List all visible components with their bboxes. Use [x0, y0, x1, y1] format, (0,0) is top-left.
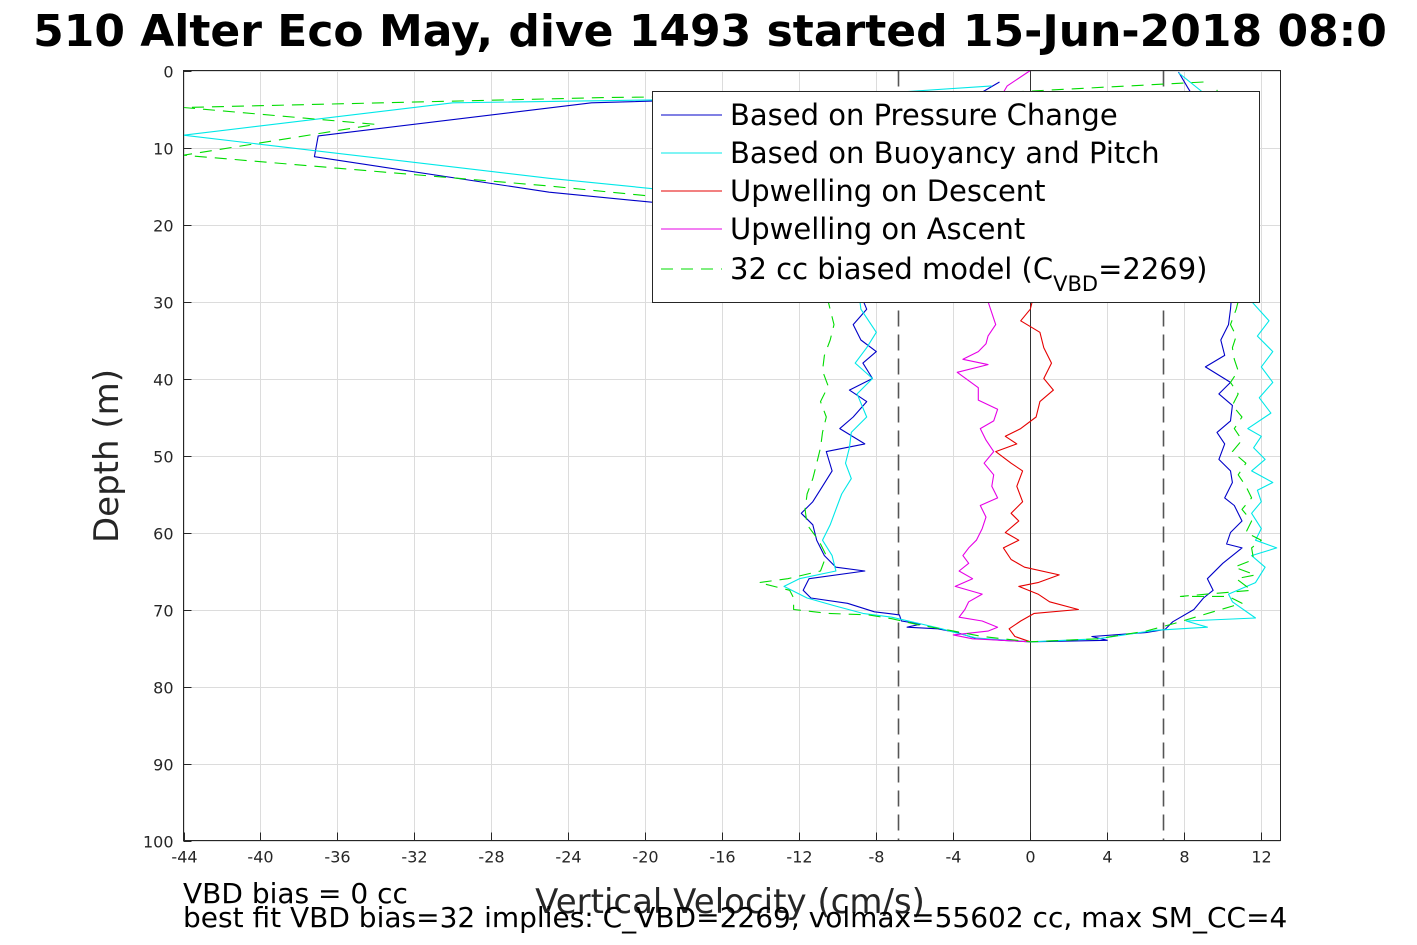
y-tick-label: 100 — [143, 833, 174, 852]
y-tick-label: 90 — [153, 756, 173, 775]
y-axis-label: Depth (m) — [87, 369, 127, 543]
series-line-up_descent — [995, 262, 1079, 643]
y-tick-label: 10 — [153, 140, 173, 159]
chart-title: 510 Alter Eco May, dive 1493 started 15-… — [33, 6, 1387, 57]
y-tick-label: 0 — [163, 63, 173, 82]
x-tick-label: -4 — [946, 848, 962, 867]
legend-box — [652, 91, 1260, 303]
x-tick-label: -44 — [171, 848, 197, 867]
x-tick-label: -8 — [869, 848, 885, 867]
footnote-best-fit: best fit VBD bias=32 implies: C_VBD=2269… — [183, 901, 1287, 934]
x-axis-label: Vertical Velocity (cm/s) — [535, 882, 925, 922]
x-tick-label: 0 — [1025, 848, 1035, 867]
y-tick-label: 20 — [153, 217, 173, 236]
x-tick-label: -36 — [324, 848, 350, 867]
legend-label-buoyancy: Based on Buoyancy and Pitch — [730, 136, 1160, 170]
legend-label-model: 32 cc biased model (CVBD=2269) — [730, 252, 1208, 296]
legend-label-model-tail: =2269) — [1098, 252, 1207, 286]
y-tick-label: 50 — [153, 448, 173, 467]
x-tick-label: -24 — [555, 848, 581, 867]
legend-label-model-main: 32 cc biased model (C — [730, 252, 1053, 286]
legend-label-model-subscript: VBD — [1053, 272, 1098, 296]
series-line-up_ascent — [952, 70, 1031, 643]
y-tick-label: 80 — [153, 679, 173, 698]
x-tick-label: -40 — [247, 848, 273, 867]
x-tick-label: -28 — [478, 848, 504, 867]
x-tick-label: -20 — [632, 848, 658, 867]
legend: Based on Pressure Change Based on Buoyan… — [652, 91, 1260, 303]
footnote-vbd-bias: VBD bias = 0 cc — [183, 877, 408, 910]
x-tick-label: 8 — [1179, 848, 1189, 867]
y-tick-label: 60 — [153, 525, 173, 544]
y-tick-label: 70 — [153, 602, 173, 621]
x-tick-label: -12 — [786, 848, 812, 867]
plot-area-frame — [183, 70, 1281, 841]
legend-label-upwelling-descent: Upwelling on Descent — [730, 174, 1046, 208]
legend-label-upwelling-ascent: Upwelling on Ascent — [730, 212, 1025, 246]
y-tick-label: 40 — [153, 371, 173, 390]
data-series — [182, 70, 1278, 643]
legend-label-pressure: Based on Pressure Change — [730, 98, 1118, 132]
series-line-model — [182, 81, 1262, 643]
x-tick-label: 4 — [1102, 848, 1112, 867]
x-tick-label: -32 — [401, 848, 427, 867]
x-tick-label: 12 — [1251, 848, 1271, 867]
x-tick-label: -16 — [709, 848, 735, 867]
y-tick-label: 30 — [153, 294, 173, 313]
axis-ticks: -44 -40 -36 -32 -28 -24 -20 -16 -12 -8 -4 0 4 8 120102… — [143, 63, 1272, 867]
